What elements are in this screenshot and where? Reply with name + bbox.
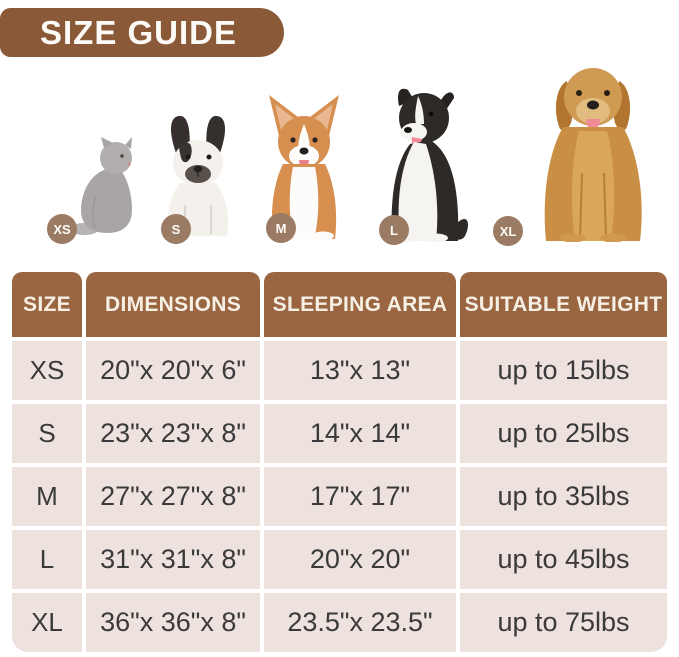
table-cell-sleeping-area: 17"x 17" [264,467,456,526]
table-cell-sleeping-area: 14"x 14" [264,404,456,463]
size-badge-l: L [379,215,409,245]
table-cell-dimensions: 23"x 23"x 8" [86,404,260,463]
corgi-illustration [269,95,339,240]
table-cell-dimensions: 20"x 20"x 6" [86,341,260,400]
table-cell-dimensions: 27"x 27"x 8" [86,467,260,526]
table-cell-size: XS [12,341,82,400]
table-cell-size: M [12,467,82,526]
size-guide-banner: SIZE GUIDE [0,8,284,57]
size-table: SIZE DIMENSIONS SLEEPING AREA SUITABLE W… [12,272,667,652]
size-badge-m: M [266,213,296,243]
table-cell-size: L [12,530,82,589]
size-badge-xs: XS [47,214,77,244]
table-cell-dimensions: 31"x 31"x 8" [86,530,260,589]
table-cell-suitable-weight: up to 15lbs [460,341,667,400]
size-badge-xl: XL [493,216,523,246]
table-cell-suitable-weight: up to 75lbs [460,593,667,652]
size-badge-s: S [161,214,191,244]
column-header-sleeping-area: SLEEPING AREA [264,272,456,337]
table-cell-sleeping-area: 23.5"x 23.5" [264,593,456,652]
table-cell-sleeping-area: 20"x 20" [264,530,456,589]
table-cell-dimensions: 36"x 36"x 8" [86,593,260,652]
page-title: SIZE GUIDE [40,13,238,51]
table-cell-size: XL [12,593,82,652]
table-cell-suitable-weight: up to 25lbs [460,404,667,463]
column-header-dimensions: DIMENSIONS [86,272,260,337]
table-cell-size: S [12,404,82,463]
table-cell-suitable-weight: up to 35lbs [460,467,667,526]
table-cell-suitable-weight: up to 45lbs [460,530,667,589]
column-header-suitable-weight: SUITABLE WEIGHT [460,272,667,337]
cat-illustration [69,137,132,235]
golden-retriever-illustration [544,68,642,242]
table-cell-sleeping-area: 13"x 13" [264,341,456,400]
column-header-size: SIZE [12,272,82,337]
border-collie-illustration [391,88,468,242]
